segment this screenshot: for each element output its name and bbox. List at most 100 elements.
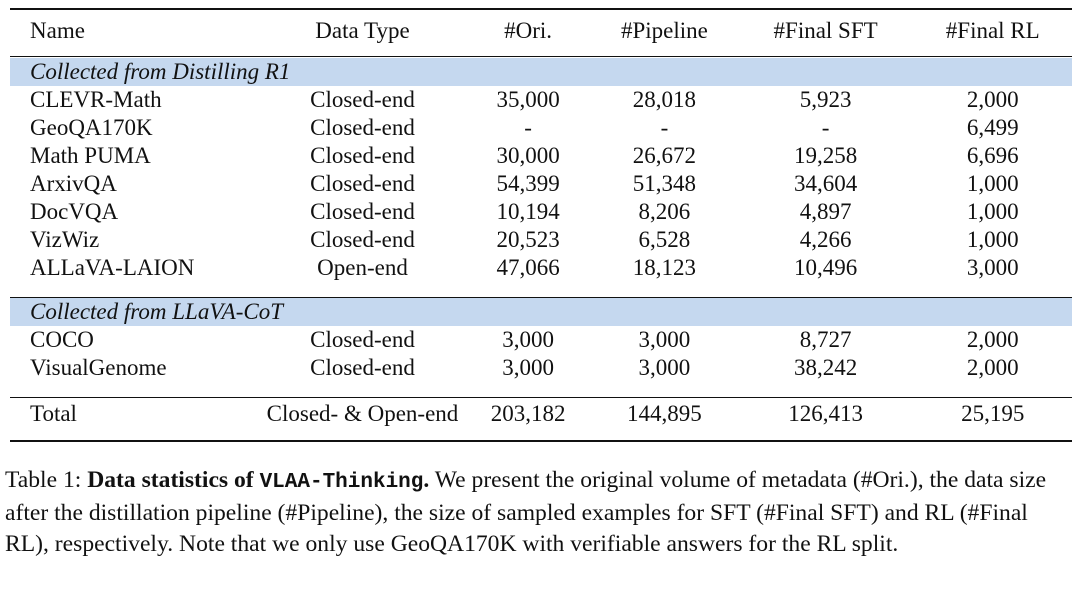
cell-final-sft: 34,604	[793, 171, 858, 196]
total-row: Total Closed- & Open-end 203,182 144,895 126…	[10, 400, 1072, 428]
header-gap-row-cell	[10, 50, 1072, 58]
cell-final-sft: 4,266	[799, 227, 852, 252]
section-gap-row-cell	[10, 282, 1072, 298]
cell-final-rl: 2,000	[966, 87, 1019, 112]
header-name: Name	[30, 18, 85, 43]
cell-final-sft: -	[821, 115, 830, 140]
cell-data-type: Closed-end	[310, 327, 415, 352]
header-pipeline: #Pipeline	[620, 18, 708, 43]
total-cell-data-type: Closed- & Open-end	[266, 401, 459, 426]
cell-ori: 20,523	[496, 227, 560, 252]
section-gap-row	[10, 282, 1072, 298]
cell-pipeline: 6,528	[638, 227, 691, 252]
cell-final-rl: 6,499	[966, 115, 1019, 140]
caption-bold-end: .	[423, 467, 430, 493]
cell-data-type: Closed-end	[310, 227, 415, 252]
table-top-rule	[10, 8, 1072, 10]
total-rule	[10, 397, 1072, 398]
table-row: COCO Closed-end 3,000 3,000 8,727 2,000	[10, 326, 1072, 354]
cell-name: VizWiz	[30, 227, 100, 252]
cell-pipeline: 3,000	[638, 355, 691, 380]
cell-name: ArxivQA	[30, 171, 117, 196]
cell-data-type: Closed-end	[310, 87, 415, 112]
cell-data-type: Closed-end	[310, 199, 415, 224]
cell-final-rl: 1,000	[966, 199, 1019, 224]
table-row: GeoQA170K Closed-end - - - 6,499	[10, 114, 1072, 142]
header-data-type: Data Type	[315, 18, 410, 43]
header-rule	[10, 56, 1072, 57]
cell-ori: -	[524, 115, 532, 140]
cell-ori: 3,000	[502, 355, 554, 380]
cell-name: COCO	[30, 327, 94, 352]
total-cell-final-sft: 126,413	[788, 401, 863, 426]
cell-pipeline: 3,000	[638, 327, 691, 352]
cell-name: DocVQA	[30, 199, 119, 224]
cell-pipeline: 8,206	[638, 199, 691, 224]
table-row: CLEVR-Math Closed-end 35,000 28,018 5,923 2,0…	[10, 86, 1072, 114]
table-row: VisualGenome Closed-end 3,000 3,000 38,242 2,…	[10, 354, 1072, 382]
table-bottom-rule	[10, 440, 1072, 442]
cell-ori: 3,000	[502, 327, 554, 352]
cell-data-type: Closed-end	[310, 171, 415, 196]
header-ori: #Ori.	[504, 18, 553, 43]
table-body: Collected from Distilling R1 CLEVR-Math Cl…	[10, 50, 1072, 428]
section-divider-rule	[10, 297, 1072, 298]
cell-final-sft: 38,242	[793, 355, 858, 380]
cell-pipeline: 18,123	[632, 255, 697, 280]
header-row: Name Data Type #Ori. #Pipeline #Final SF…	[10, 12, 1072, 50]
section-title: Collected from LLaVA-CoT	[10, 298, 1072, 326]
header-gap-row	[10, 50, 1072, 58]
cell-pipeline: 51,348	[632, 171, 697, 196]
cell-pipeline: -	[660, 115, 669, 140]
cell-final-sft: 10,496	[793, 255, 858, 280]
table-row: DocVQA Closed-end 10,194 8,206 4,897 1,000	[10, 198, 1072, 226]
section-header-row: Collected from LLaVA-CoT	[10, 298, 1072, 326]
total-gap-row	[10, 382, 1072, 400]
table-row: ALLaVA-LAION Open-end 47,066 18,123 10,496 3,…	[10, 254, 1072, 282]
data-statistics-table: Name Data Type #Ori. #Pipeline #Final SF…	[10, 12, 1072, 428]
header-final-sft: #Final SFT	[773, 18, 878, 43]
cell-ori: 35,000	[496, 87, 560, 112]
cell-final-rl: 3,000	[966, 255, 1019, 280]
cell-name: VisualGenome	[30, 355, 167, 380]
cell-data-type: Closed-end	[310, 355, 415, 380]
cell-final-sft: 8,727	[799, 327, 852, 352]
cell-data-type: Open-end	[317, 255, 408, 280]
table-row: Math PUMA Closed-end 30,000 26,672 19,258 6,6…	[10, 142, 1072, 170]
cell-final-rl: 6,696	[966, 143, 1019, 168]
cell-ori: 10,194	[496, 199, 560, 224]
cell-final-sft: 4,897	[799, 199, 852, 224]
cell-final-rl: 2,000	[966, 355, 1019, 380]
cell-final-sft: 19,258	[793, 143, 858, 168]
cell-final-rl: 1,000	[966, 227, 1019, 252]
cell-final-rl: 2,000	[966, 327, 1019, 352]
cell-final-rl: 1,000	[966, 171, 1019, 196]
table-row: ArxivQA Closed-end 54,399 51,348 34,604 1,000	[10, 170, 1072, 198]
cell-pipeline: 26,672	[632, 143, 697, 168]
total-cell-name: Total	[30, 401, 77, 426]
table-caption: Table 1: Data statistics of VLAA-Thinkin…	[5, 465, 1075, 560]
cell-data-type: Closed-end	[310, 143, 415, 168]
caption-label: Table 1:	[5, 467, 82, 493]
total-cell-final-rl: 25,195	[961, 401, 1025, 426]
cell-name: ALLaVA-LAION	[30, 255, 195, 280]
cell-pipeline: 28,018	[632, 87, 697, 112]
cell-ori: 47,066	[496, 255, 560, 280]
cell-name: GeoQA170K	[30, 115, 153, 140]
caption-body: We present the original volume of metada…	[5, 467, 1047, 557]
cell-name: CLEVR-Math	[30, 87, 162, 112]
caption-bold-lead: Data statistics of	[87, 467, 254, 493]
cell-ori: 30,000	[496, 143, 560, 168]
total-cell-pipeline: 144,895	[627, 401, 702, 426]
section-header-row: Collected from Distilling R1	[10, 58, 1072, 86]
cell-name: Math PUMA	[30, 143, 151, 168]
cell-data-type: Closed-end	[310, 115, 415, 140]
caption-dataset-name: VLAA-Thinking	[259, 471, 424, 494]
total-gap-row-cell	[10, 382, 1072, 400]
table-row: VizWiz Closed-end 20,523 6,528 4,266 1,000	[10, 226, 1072, 254]
section-title: Collected from Distilling R1	[10, 58, 1072, 86]
total-cell-ori: 203,182	[490, 401, 566, 426]
cell-final-sft: 5,923	[799, 87, 852, 112]
header-final-rl: #Final RL	[945, 18, 1040, 43]
cell-ori: 54,399	[496, 171, 560, 196]
